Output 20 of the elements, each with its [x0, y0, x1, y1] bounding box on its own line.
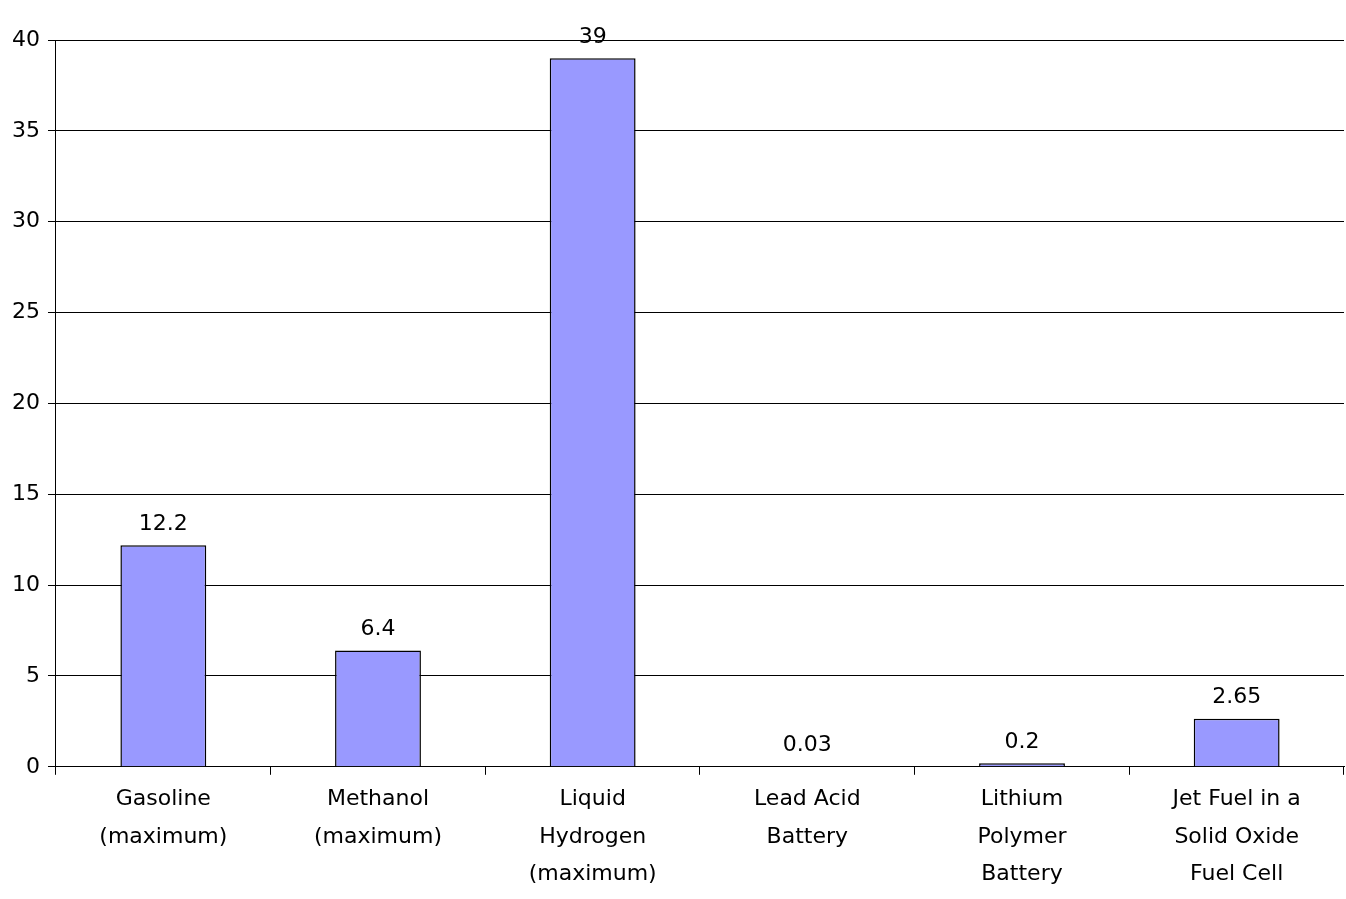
y-tick-label: 40	[11, 25, 40, 51]
y-tick-label: 20	[11, 389, 40, 415]
y-tick-label: 0	[25, 752, 40, 778]
data-label: 6.4	[360, 615, 396, 641]
y-tick-label: 30	[11, 207, 40, 233]
x-tick-label: Lead Acid Battery	[753, 785, 861, 848]
y-tick-label: 15	[11, 479, 40, 505]
x-tick-label: Gasoline (maximum)	[99, 785, 228, 848]
x-tick-label: Methanol (maximum)	[313, 785, 442, 848]
x-tick-label: Liquid Hydrogen (maximum)	[528, 785, 657, 886]
data-label: 12.2	[138, 509, 188, 535]
y-tick-label: 35	[11, 116, 40, 142]
data-label: 0.03	[782, 730, 832, 756]
data-label: 2.65	[1212, 683, 1262, 709]
x-tick-label: Lithium Polymer Battery	[977, 785, 1068, 886]
data-label: 0.2	[1004, 727, 1040, 753]
x-tick-label: Jet Fuel in a Solid Oxide Fuel Cell	[1170, 785, 1301, 886]
y-tick-label: 5	[25, 661, 40, 687]
y-tick-label: 25	[11, 298, 40, 324]
y-tick-label: 10	[11, 570, 40, 596]
